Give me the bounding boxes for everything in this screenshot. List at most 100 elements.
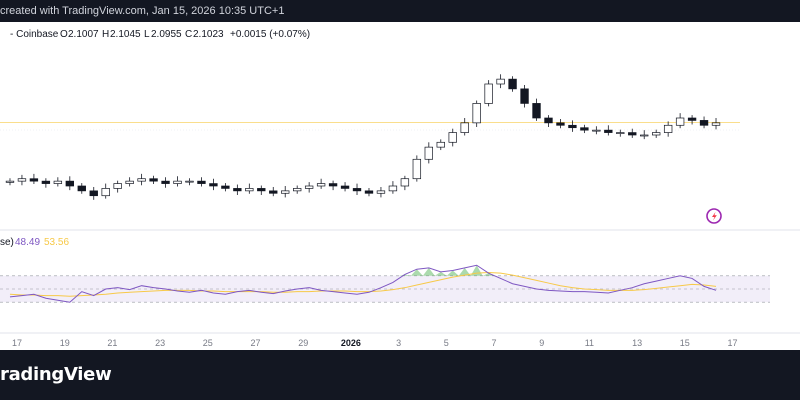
x-tick-label: 17 [12,338,22,348]
candle-body[interactable] [293,188,302,192]
x-tick-label: 13 [632,338,642,348]
candle-body[interactable] [233,188,242,192]
candle-body[interactable] [532,103,541,119]
brand-logo: radingView [0,364,112,385]
candle-body[interactable] [185,180,194,183]
candle-body[interactable] [496,78,505,85]
candle-body[interactable] [424,146,433,160]
change-value: +0.0015 (+0.07%) [230,29,310,40]
x-tick-label: 29 [298,338,308,348]
candle-body[interactable] [352,188,362,192]
x-tick-label: 27 [250,338,260,348]
candle-body[interactable] [269,190,278,194]
candle-body[interactable] [484,83,493,104]
close-value: 2.1023 [193,29,224,40]
rsi-overbought-fill [398,265,495,276]
candle-body[interactable] [340,185,350,189]
candle-body[interactable] [41,180,51,184]
candle-body[interactable] [436,141,445,148]
candle-body[interactable] [663,124,673,133]
candle-body[interactable] [412,158,422,180]
candle-body[interactable] [388,185,398,192]
candle-body[interactable] [628,132,637,136]
candle-body[interactable] [281,190,290,194]
candle-body[interactable] [328,183,338,187]
candle-body[interactable] [568,124,577,129]
candle-body[interactable] [699,120,709,126]
candle-body[interactable] [173,180,182,184]
open-value: 2.1007 [68,29,99,40]
candle-body[interactable] [364,190,374,194]
candle-body[interactable] [448,132,457,143]
candle-body[interactable] [556,122,565,126]
candle-body[interactable] [77,185,86,192]
ohlc-legend: - Coinbase O 2.1007 H 2.1045 L 2.0955 C … [10,29,310,40]
candle-body[interactable] [149,178,158,182]
candle-body[interactable] [711,122,721,126]
candle-body[interactable] [161,180,170,184]
candle-body[interactable] [592,129,601,132]
candle-body[interactable] [53,180,63,184]
attribution-bar: created with TradingView.com, Jan 15, 20… [0,0,800,22]
rsi-ma-line[interactable] [9,271,717,297]
candle-body[interactable] [508,78,517,90]
candle-body[interactable] [675,117,685,126]
candle-body[interactable] [460,122,469,133]
candle-body[interactable] [221,185,230,189]
candle-body[interactable] [316,183,326,187]
candle-body[interactable] [65,180,74,187]
candle-body[interactable] [113,183,122,189]
high-value: 2.1045 [110,29,141,40]
candle-body[interactable] [125,180,134,184]
x-tick-label: 21 [107,338,117,348]
brand-footer: radingView [0,350,800,400]
x-tick-label: 2026 [341,338,361,348]
x-tick-label: 23 [155,338,165,348]
candle-body[interactable] [652,132,661,136]
rsi-line[interactable] [9,264,717,303]
candle-body[interactable] [472,103,481,124]
exchange-label: - Coinbase [10,29,59,40]
candle-body[interactable] [520,88,529,104]
candle-body[interactable] [376,190,386,194]
candle-body[interactable] [400,178,410,187]
rsi-legend: se) 48.49 53.56 [0,237,69,248]
chart-area[interactable]: - Coinbase O 2.1007 H 2.1045 L 2.0955 C … [0,22,800,350]
candles-layer [5,74,721,200]
candle-body[interactable] [17,178,27,182]
candle-body[interactable] [137,178,146,182]
rsi-value: 48.49 [15,237,40,248]
x-axis-ticks: 17 19 21 23 25 27 29 2026 3 5 7 9 11 13 15 17 [12,338,738,348]
candle-body[interactable] [257,188,266,192]
candle-body[interactable] [580,127,589,131]
candle-body[interactable] [197,180,206,184]
candle-body[interactable] [604,129,613,133]
chart-svg[interactable]: - Coinbase O 2.1007 H 2.1045 L 2.0955 C … [0,22,800,350]
x-tick-label: 17 [727,338,737,348]
lightning-icon[interactable] [706,208,722,224]
candle-body[interactable] [616,132,625,134]
candle-body[interactable] [5,180,15,183]
candle-body[interactable] [544,117,553,124]
candle-body[interactable] [687,117,697,121]
rsi-ma-value: 53.56 [44,237,69,248]
x-tick-label: 3 [396,338,401,348]
x-tick-label: 19 [60,338,70,348]
candle-body[interactable] [245,188,254,192]
rsi-pane [0,264,770,303]
x-tick-label: 9 [539,338,544,348]
candle-body[interactable] [101,188,110,197]
x-tick-label: 5 [444,338,449,348]
x-tick-label: 15 [680,338,690,348]
x-tick-label: 7 [491,338,496,348]
close-label: C [185,29,192,40]
low-value: 2.0955 [151,29,182,40]
open-label: O [60,29,68,40]
x-tick-label: 11 [585,338,594,348]
candle-body[interactable] [640,134,649,137]
candle-body[interactable] [29,178,39,182]
candle-body[interactable] [304,185,314,189]
attribution-text: created with TradingView.com, Jan 15, 20… [0,5,285,17]
candle-body[interactable] [209,183,218,187]
candle-body[interactable] [89,190,98,197]
